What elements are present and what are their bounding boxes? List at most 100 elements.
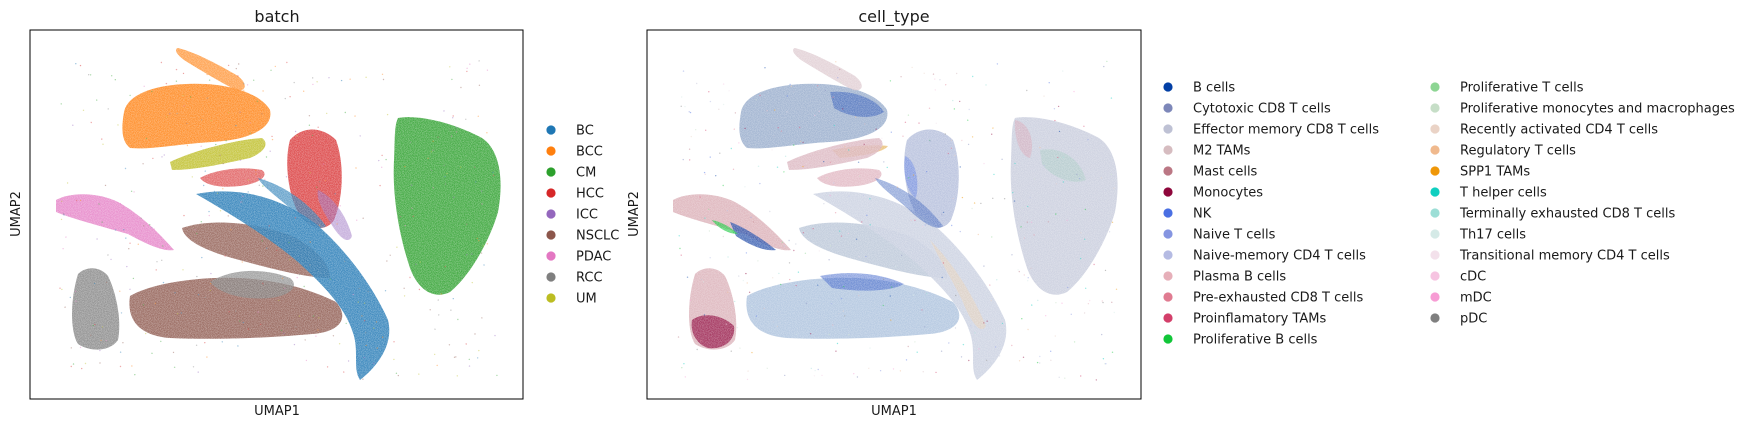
scatter-point bbox=[246, 84, 249, 86]
cluster-pdac bbox=[56, 194, 174, 251]
scatter-point bbox=[261, 113, 263, 115]
scatter-point bbox=[296, 276, 298, 279]
scatter-point bbox=[403, 295, 406, 297]
scatter-point bbox=[381, 336, 384, 338]
scatter-point bbox=[679, 247, 681, 250]
scatter-point bbox=[295, 326, 297, 328]
scatter-point bbox=[289, 96, 291, 98]
legend-label-naive-memory-cd4-t-cells: Naive-memory CD4 T cells bbox=[1193, 249, 1366, 264]
scatter-point bbox=[869, 224, 871, 226]
scatter-point bbox=[160, 61, 163, 64]
scatter-point bbox=[316, 186, 318, 188]
scatter-point bbox=[732, 231, 735, 233]
scatter-point bbox=[216, 192, 219, 194]
scatter-point bbox=[82, 109, 85, 112]
scatter-point bbox=[699, 196, 701, 198]
scatter-point bbox=[736, 233, 738, 236]
scatter-point bbox=[848, 149, 850, 151]
scatter-point bbox=[59, 287, 61, 289]
scatter-point bbox=[835, 61, 837, 63]
scatter-point bbox=[1030, 221, 1033, 223]
legend-marker-rcc bbox=[546, 272, 556, 282]
scatter-point bbox=[75, 300, 77, 302]
scatter-point bbox=[912, 174, 915, 176]
scatter-point bbox=[247, 191, 249, 193]
scatter-point bbox=[788, 239, 790, 242]
scatter-point bbox=[396, 246, 398, 248]
scatter-point bbox=[755, 315, 758, 317]
scatter-point bbox=[239, 320, 241, 322]
scatter-point bbox=[393, 341, 395, 343]
scatter-point bbox=[480, 252, 483, 254]
scatter-point bbox=[856, 376, 859, 378]
scatter-point bbox=[1104, 269, 1107, 272]
scatter-point bbox=[62, 213, 65, 215]
scatter-point bbox=[959, 100, 961, 103]
scatter-point bbox=[142, 304, 145, 306]
scatter-point bbox=[209, 282, 212, 285]
scatter-point bbox=[889, 80, 892, 82]
scatter-point bbox=[896, 186, 899, 188]
scatter-point bbox=[455, 127, 458, 129]
scatter-point bbox=[816, 85, 819, 87]
scatter-point bbox=[137, 243, 139, 245]
legend-marker-transitional-memory-cd4-t-cells bbox=[1430, 250, 1440, 260]
scatter-point bbox=[1083, 125, 1085, 128]
scatter-point bbox=[478, 84, 481, 87]
scatter-point bbox=[477, 115, 479, 118]
scatter-point bbox=[985, 84, 987, 86]
scatter-point bbox=[475, 181, 477, 183]
scatter-point bbox=[450, 309, 452, 311]
scatter-point bbox=[980, 202, 982, 205]
scatter-point bbox=[704, 217, 706, 219]
scatter-point bbox=[437, 299, 439, 301]
scatter-point bbox=[175, 80, 178, 82]
scatter-point bbox=[169, 113, 171, 115]
scatter-point bbox=[795, 243, 797, 245]
scatter-point bbox=[477, 357, 479, 359]
scatter-point bbox=[793, 249, 795, 252]
scatter-point bbox=[288, 241, 290, 244]
scatter-point bbox=[261, 240, 263, 242]
scatter-point bbox=[844, 145, 846, 148]
scatter-point bbox=[239, 159, 242, 161]
scatter-point bbox=[153, 228, 155, 230]
scatter-point bbox=[204, 296, 207, 299]
scatter-point bbox=[286, 61, 288, 64]
scatter-point bbox=[466, 70, 468, 73]
scatter-point bbox=[182, 269, 184, 271]
scatter-point bbox=[883, 161, 885, 163]
scatter-point bbox=[942, 211, 945, 214]
scatter-point bbox=[317, 329, 319, 331]
scatter-point bbox=[208, 210, 210, 213]
scatter-point bbox=[882, 304, 884, 307]
scatter-point bbox=[814, 369, 816, 372]
scatter-point bbox=[682, 209, 684, 211]
scatter-point bbox=[703, 171, 706, 174]
legend-marker-t-helper-cells bbox=[1430, 187, 1440, 197]
scatter-point bbox=[455, 356, 457, 358]
scatter-point bbox=[790, 85, 792, 88]
scatter-point bbox=[843, 285, 845, 288]
scatter-point bbox=[778, 272, 780, 275]
scatter-point bbox=[133, 191, 135, 193]
legend-label-pre-exhausted-cd8-t-cells: Pre-exhausted CD8 T cells bbox=[1193, 291, 1363, 306]
scatter-point bbox=[386, 113, 389, 116]
scatter-point bbox=[802, 165, 804, 168]
scatter-point bbox=[305, 359, 308, 362]
scatter-point bbox=[242, 195, 244, 197]
scatter-point bbox=[312, 315, 315, 317]
scatter-point bbox=[84, 362, 87, 365]
scatter-point bbox=[365, 76, 367, 79]
scatter-point bbox=[460, 86, 462, 89]
scatter-point bbox=[1055, 183, 1058, 185]
scatter-point bbox=[308, 124, 311, 126]
scatter-point bbox=[905, 359, 908, 361]
scatter-point bbox=[201, 119, 203, 121]
scatter-point bbox=[468, 358, 470, 361]
scatter-point bbox=[1083, 312, 1086, 314]
scatter-point bbox=[942, 262, 945, 264]
scatter-point bbox=[935, 122, 937, 125]
scatter-point bbox=[240, 201, 242, 203]
scatter-point bbox=[709, 100, 712, 103]
